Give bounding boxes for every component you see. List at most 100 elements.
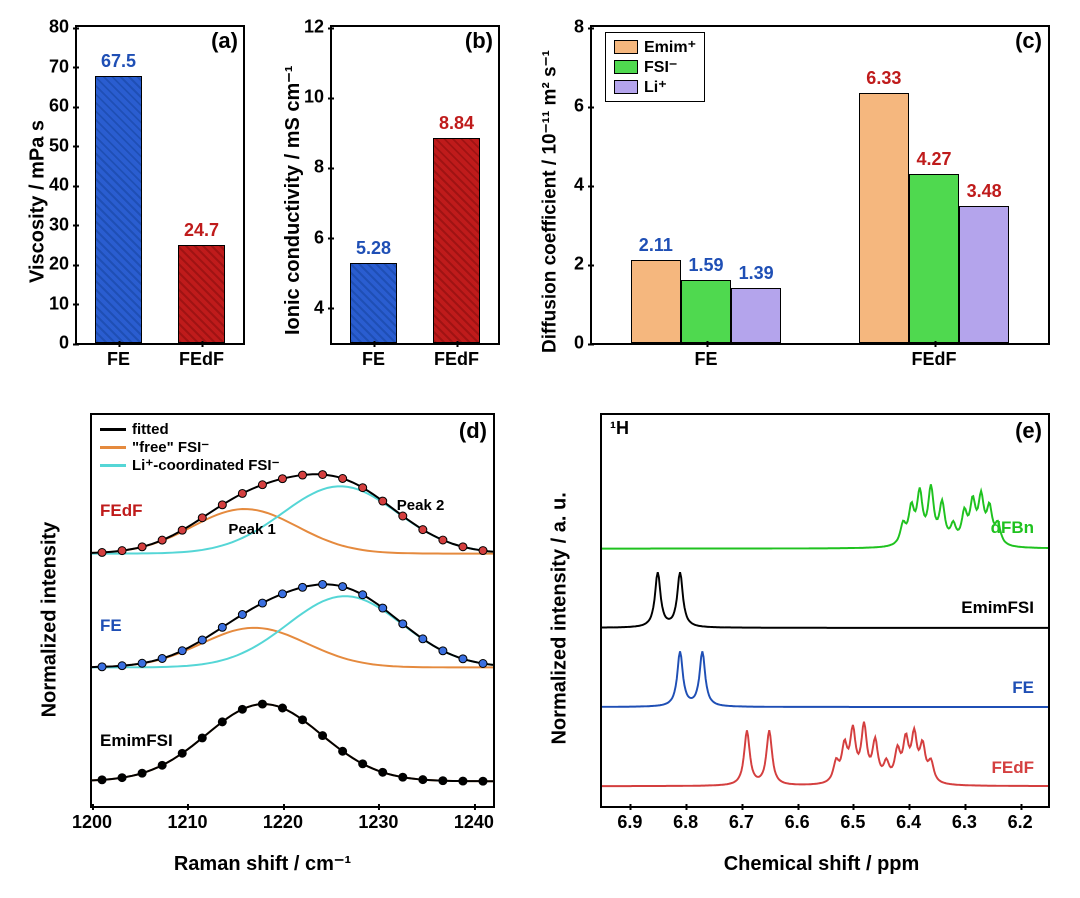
xtick: 1200 [72,806,112,833]
ytick: 10 [49,293,77,314]
panel-c-legend: Emim⁺FSI⁻Li⁺ [605,32,705,102]
panel-e-label: (e) [1015,418,1042,444]
panel-a-ylabel: Viscosity / mPa s [27,102,50,302]
ytick: 0 [59,333,77,354]
bar-value-label: 6.33 [866,68,901,89]
ytick: 4 [574,175,592,196]
panel-a-frame: 0102030405060708067.5FE24.7FEdF [75,25,245,345]
panel-e-frame: 6.96.86.76.66.56.46.36.2dFBnEmimFSIFEFEd… [600,413,1050,808]
panel-b: (b) Ionic conductivity / mS cm⁻¹ 4681012… [275,20,505,390]
legend-label: Emim⁺ [644,37,696,57]
legend-label: fitted [132,421,169,438]
xtick: 6.6 [785,806,810,833]
bar [859,93,909,343]
xtick: 6.2 [1008,806,1033,833]
ytick: 30 [49,214,77,235]
bar-value-label: 2.11 [639,235,673,256]
ytick: 6 [574,96,592,117]
panel-a: (a) Viscosity / mPa s 010203040506070806… [20,20,250,390]
bar [959,206,1009,343]
legend-line [100,428,126,431]
bar [350,263,396,343]
ytick: 20 [49,254,77,275]
xtick: 6.4 [896,806,921,833]
peak-annotation: Peak 2 [397,497,445,514]
bar [681,280,731,343]
legend-label: Li⁺-coordinated FSI⁻ [132,456,280,474]
legend-line [100,446,126,449]
legend-line [100,464,126,467]
bar [909,174,959,343]
panel-c: (c) Diffusion coefficient / 10⁻¹¹ m² s⁻¹… [530,20,1060,390]
bar-value-label: 1.59 [688,255,723,276]
xtick: 6.5 [840,806,865,833]
legend-item: fitted [100,421,280,438]
xtick: 6.3 [952,806,977,833]
bar [433,138,479,343]
bar [178,245,224,343]
bar-value-label: 3.48 [967,181,1002,202]
bar [731,288,781,343]
trace-label: FEdF [992,758,1035,778]
xtick: 1230 [358,806,398,833]
xtick: FEdF [179,343,224,370]
panel-d-xlabel: Raman shift / cm⁻¹ [174,851,351,876]
legend-label: "free" FSI⁻ [132,438,209,456]
legend-item: FSI⁻ [614,57,696,77]
panel-d: (d) Normalized intensity Raman shift / c… [20,408,505,878]
panel-d-label: (d) [459,418,487,444]
ytick: 80 [49,17,77,38]
ytick: 12 [304,17,332,38]
bar-value-label: 4.27 [916,149,951,170]
xtick: FEdF [912,343,957,370]
panel-b-label: (b) [465,28,493,54]
panel-e-ylabel: Normalized intensity / a. u. [549,495,572,745]
xtick: 1240 [454,806,494,833]
bar-value-label: 24.7 [184,220,219,241]
legend-swatch [614,80,638,94]
xtick: FE [107,343,130,370]
peak-annotation: Peak 1 [228,521,276,538]
legend-item: Li⁺-coordinated FSI⁻ [100,456,280,474]
ytick: 60 [49,96,77,117]
legend-swatch [614,60,638,74]
ytick: 8 [314,157,332,178]
legend-item: Li⁺ [614,77,696,97]
panel-c-ylabel: Diffusion coefficient / 10⁻¹¹ m² s⁻¹ [539,27,562,377]
ytick: 10 [304,87,332,108]
ytick: 6 [314,227,332,248]
ytick: 8 [574,17,592,38]
panel-e: (e) ¹H Normalized intensity / a. u. Chem… [530,408,1060,878]
panel-d-legend: fitted"free" FSI⁻Li⁺-coordinated FSI⁻ [100,421,280,474]
ytick: 4 [314,297,332,318]
xtick: FE [362,343,385,370]
panel-e-xlabel: Chemical shift / ppm [724,853,920,876]
ytick: 2 [574,254,592,275]
panel-c-label: (c) [1015,28,1042,54]
trace-label: FE [1012,678,1034,698]
panel-a-label: (a) [211,28,238,54]
trace-label: EmimFSI [961,598,1034,618]
legend-item: Emim⁺ [614,37,696,57]
xtick: 6.8 [673,806,698,833]
panel-d-ylabel: Normalized intensity [39,510,62,730]
trace-label: EmimFSI [100,731,173,751]
xtick: FEdF [434,343,479,370]
ytick: 0 [574,333,592,354]
panel-b-ylabel: Ionic conductivity / mS cm⁻¹ [280,70,305,335]
panel-b-frame: 46810125.28FE8.84FEdF [330,25,500,345]
panel-d-frame: 12001210122012301240FEdFFEEmimFSIPeak 1P… [90,413,495,808]
ytick: 70 [49,56,77,77]
xtick: 1220 [263,806,303,833]
ytick: 40 [49,175,77,196]
trace-label: FEdF [100,501,143,521]
legend-label: FSI⁻ [644,57,677,77]
bar [95,76,141,343]
xtick: 6.7 [729,806,754,833]
trace-label: dFBn [991,518,1034,538]
bar-value-label: 8.84 [439,113,474,134]
legend-item: "free" FSI⁻ [100,438,280,456]
xtick: 6.9 [617,806,642,833]
bar-value-label: 1.39 [739,263,774,284]
bar [631,260,681,343]
